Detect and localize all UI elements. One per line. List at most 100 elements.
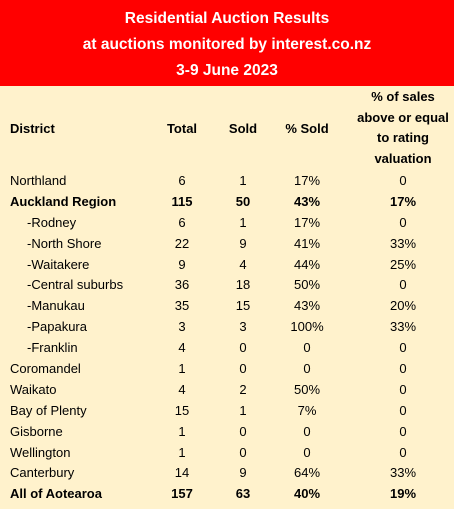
column-header-above-line: above or equal — [357, 109, 449, 125]
table-row: -Rodney 6 1 17% 0 — [0, 212, 454, 233]
cell-sold: 0 — [239, 360, 247, 376]
table-row: Bay of Plenty 15 1 7% 0 — [0, 400, 454, 421]
table-row: -Papakura 3 3 100% 33% — [0, 316, 454, 337]
cell-pct-sold: 40% — [293, 486, 321, 502]
column-header-total: Total — [166, 120, 198, 136]
sub-district-label: -Waitakere — [27, 256, 90, 272]
cell-sold: 1 — [239, 214, 247, 230]
cell-above-valuation: 0 — [399, 214, 407, 230]
cell-district: Auckland Region — [10, 193, 117, 209]
table-row: -Manukau 35 15 43% 20% — [0, 295, 454, 316]
cell-sold: 1 — [239, 172, 247, 188]
cell-sold: 0 — [239, 340, 247, 356]
cell-pct-sold: 64% — [293, 465, 321, 481]
cell-total: 4 — [178, 381, 186, 397]
cell-above-valuation: 0 — [399, 172, 407, 188]
report-subtitle: at auctions monitored by interest.co.nz — [82, 36, 372, 53]
cell-sold: 9 — [239, 235, 247, 251]
cell-pct-sold: 17% — [293, 214, 321, 230]
table-row: Wellington 1 0 0 0 — [0, 442, 454, 463]
cell-above-valuation: 17% — [389, 193, 417, 209]
cell-district: Coromandel — [10, 360, 81, 376]
cell-district: -Manukau — [0, 295, 150, 316]
cell-total: 157 — [171, 486, 193, 502]
cell-pct-sold: 43% — [293, 298, 321, 314]
sub-district-label: -North Shore — [27, 235, 102, 251]
cell-total: 6 — [178, 172, 186, 188]
cell-sold: 0 — [239, 423, 247, 439]
cell-sold: 0 — [239, 444, 247, 460]
report-date-range: 3-9 June 2023 — [176, 62, 278, 79]
cell-above-valuation: 0 — [399, 402, 407, 418]
cell-district: -North Shore — [0, 233, 150, 254]
cell-above-valuation: 33% — [389, 465, 417, 481]
cell-district: Northland — [10, 172, 67, 188]
cell-district: -Waitakere — [0, 254, 150, 275]
sub-district-label: -Manukau — [27, 298, 85, 314]
cell-above-valuation: 20% — [389, 298, 417, 314]
table-row: Waikato 4 2 50% 0 — [0, 379, 454, 400]
cell-above-valuation: 33% — [389, 319, 417, 335]
cell-district: -Papakura — [0, 316, 150, 337]
cell-total: 35 — [174, 298, 190, 314]
cell-total: 1 — [178, 444, 186, 460]
cell-sold: 18 — [235, 277, 251, 293]
cell-pct-sold: 41% — [293, 235, 321, 251]
table-background — [0, 86, 454, 509]
cell-sold: 2 — [239, 381, 247, 397]
results-table: District Total Sold % Sold % of sales ab… — [0, 86, 454, 504]
report-title: Residential Auction Results — [124, 10, 330, 27]
column-header-district: District — [10, 120, 55, 136]
cell-above-valuation: 0 — [399, 423, 407, 439]
cell-district: Waikato — [10, 381, 57, 397]
cell-pct-sold: 0 — [303, 340, 311, 356]
cell-total: 115 — [171, 193, 193, 209]
cell-pct-sold: 44% — [293, 256, 321, 272]
cell-total: 4 — [178, 340, 186, 356]
cell-pct-sold: 0 — [303, 444, 311, 460]
column-header-above-line: valuation — [374, 150, 432, 166]
column-header-sold: Sold — [228, 120, 258, 136]
column-header-above-valuation: % of sales above or equal to rating valu… — [342, 86, 454, 170]
sub-district-label: -Franklin — [27, 340, 78, 356]
cell-district: -Central suburbs — [0, 274, 150, 295]
cell-district: -Rodney — [0, 212, 150, 233]
cell-pct-sold: 50% — [293, 277, 321, 293]
table-row: -Waitakere 9 4 44% 25% — [0, 254, 454, 275]
table-row: Coromandel 1 0 0 0 — [0, 358, 454, 379]
cell-sold: 3 — [239, 319, 247, 335]
cell-above-valuation: 0 — [399, 360, 407, 376]
column-header-above-line: to rating — [377, 130, 429, 145]
cell-district: Bay of Plenty — [10, 402, 87, 418]
cell-pct-sold: 0 — [303, 423, 311, 439]
sub-district-label: -Rodney — [27, 214, 77, 230]
cell-total: 3 — [178, 319, 186, 335]
cell-above-valuation: 0 — [399, 277, 407, 293]
cell-pct-sold: 43% — [293, 193, 321, 209]
cell-district: All of Aotearoa — [10, 486, 102, 502]
column-header-pct-sold: % Sold — [285, 120, 329, 136]
cell-pct-sold: 100% — [290, 319, 324, 335]
cell-above-valuation: 19% — [389, 486, 417, 502]
report-header: Residential Auction Results at auctions … — [0, 0, 454, 86]
cell-pct-sold: 17% — [293, 172, 321, 188]
table-row: Canterbury 14 9 64% 33% — [0, 462, 454, 483]
cell-total: 15 — [174, 402, 190, 418]
cell-total: 1 — [178, 423, 186, 439]
cell-total: 36 — [174, 277, 190, 293]
sub-district-label: -Central suburbs — [27, 277, 124, 293]
cell-district: Gisborne — [10, 423, 63, 439]
cell-district: -Franklin — [0, 337, 150, 358]
cell-above-valuation: 0 — [399, 340, 407, 356]
cell-total: 9 — [178, 256, 186, 272]
cell-above-valuation: 25% — [389, 256, 417, 272]
cell-sold: 4 — [239, 256, 247, 272]
cell-sold: 63 — [235, 486, 251, 502]
cell-pct-sold: 0 — [303, 360, 311, 376]
cell-district: Canterbury — [10, 465, 75, 481]
column-header-above-line: % of sales — [371, 89, 435, 104]
table-row: -North Shore 22 9 41% 33% — [0, 233, 454, 254]
table-row: -Central suburbs 36 18 50% 0 — [0, 274, 454, 295]
cell-sold: 50 — [235, 193, 251, 209]
